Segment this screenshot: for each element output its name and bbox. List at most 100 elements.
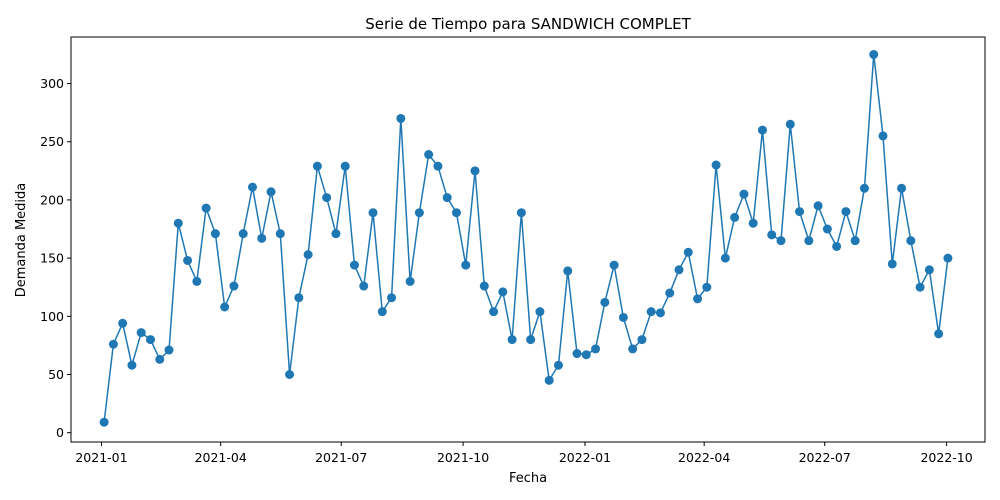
data-point	[479, 281, 489, 291]
data-point	[108, 339, 118, 349]
data-point	[693, 294, 703, 304]
data-point	[118, 318, 128, 328]
x-tick-label: 2021-01	[75, 450, 127, 465]
data-point	[145, 335, 155, 345]
data-point	[943, 253, 953, 263]
data-point	[331, 229, 341, 239]
data-point	[739, 189, 749, 199]
data-point	[637, 335, 647, 345]
data-point	[544, 375, 554, 385]
data-point	[192, 276, 202, 286]
data-point	[359, 281, 369, 291]
x-axis: 2021-01 2021-04 2021-07 2021-10 2022-01 2022-…	[75, 442, 973, 465]
plot-frame	[70, 36, 986, 443]
data-point	[451, 208, 461, 218]
data-point	[785, 119, 795, 129]
plot-area	[70, 36, 986, 443]
data-point	[99, 417, 109, 427]
data-point	[303, 250, 313, 260]
data-point	[526, 335, 536, 345]
data-point	[164, 345, 174, 355]
data-point	[924, 265, 934, 275]
data-point	[591, 344, 601, 354]
data-point	[275, 229, 285, 239]
data-point	[368, 208, 378, 218]
data-point	[915, 282, 925, 292]
data-point	[813, 201, 823, 211]
data-point	[322, 193, 332, 203]
x-tick-label: 2021-07	[315, 450, 367, 465]
data-point	[618, 312, 628, 322]
y-tick-label: 200	[40, 192, 64, 207]
data-point	[822, 224, 832, 234]
data-point	[655, 308, 665, 318]
data-point	[340, 161, 350, 171]
data-point	[869, 49, 879, 59]
data-point	[387, 293, 397, 303]
data-point	[424, 150, 434, 160]
y-tick-label: 0	[56, 425, 64, 440]
y-tick-label: 100	[40, 309, 64, 324]
data-point	[646, 307, 656, 317]
data-point	[210, 229, 220, 239]
data-point	[665, 288, 675, 298]
data-point	[553, 360, 563, 370]
data-point	[294, 293, 304, 303]
data-point	[609, 260, 619, 270]
data-point	[804, 236, 814, 246]
data-point	[757, 125, 767, 135]
data-point	[220, 302, 230, 312]
data-point	[859, 183, 869, 193]
data-point	[433, 161, 443, 171]
data-point	[730, 212, 740, 222]
data-point	[563, 266, 573, 276]
data-point	[285, 370, 295, 379]
data-point	[470, 166, 480, 176]
data-point	[628, 344, 638, 354]
series-line-layer	[103, 54, 949, 423]
data-point	[711, 160, 721, 170]
data-point	[461, 260, 471, 270]
data-point	[516, 208, 526, 218]
data-point	[841, 207, 851, 217]
data-point	[767, 230, 777, 240]
data-point	[127, 360, 137, 370]
data-point	[414, 208, 424, 218]
data-point	[795, 207, 805, 217]
series-points-layer	[99, 49, 953, 427]
data-point	[683, 247, 693, 257]
data-point	[674, 265, 684, 275]
data-point	[173, 218, 183, 228]
data-point	[257, 233, 267, 243]
data-point	[748, 218, 758, 228]
data-point	[405, 276, 415, 286]
x-tick-label: 2021-10	[437, 450, 489, 465]
x-tick-label: 2022-07	[799, 450, 851, 465]
series-line	[103, 54, 949, 423]
data-point	[136, 328, 146, 338]
x-tick-label: 2022-10	[920, 450, 972, 465]
data-point	[878, 131, 888, 141]
y-tick-label: 50	[48, 367, 64, 382]
data-point	[155, 354, 165, 364]
data-point	[572, 349, 582, 359]
data-point	[702, 282, 712, 292]
data-point	[489, 307, 499, 317]
data-point	[247, 182, 257, 192]
data-point	[442, 193, 452, 203]
data-point	[887, 259, 897, 269]
data-point	[581, 350, 591, 360]
data-point	[396, 113, 406, 123]
y-tick-label: 250	[40, 134, 64, 149]
data-point	[349, 260, 359, 270]
x-tick-label: 2021-04	[195, 450, 247, 465]
x-tick-label: 2022-01	[559, 450, 611, 465]
y-tick-label: 300	[40, 76, 64, 91]
data-point	[776, 236, 786, 246]
y-tick-label: 150	[40, 251, 64, 266]
data-point	[600, 297, 610, 307]
data-point	[850, 236, 860, 246]
data-point	[720, 253, 730, 263]
y-axis: 0 50 100 150 200 250 300	[40, 76, 71, 440]
